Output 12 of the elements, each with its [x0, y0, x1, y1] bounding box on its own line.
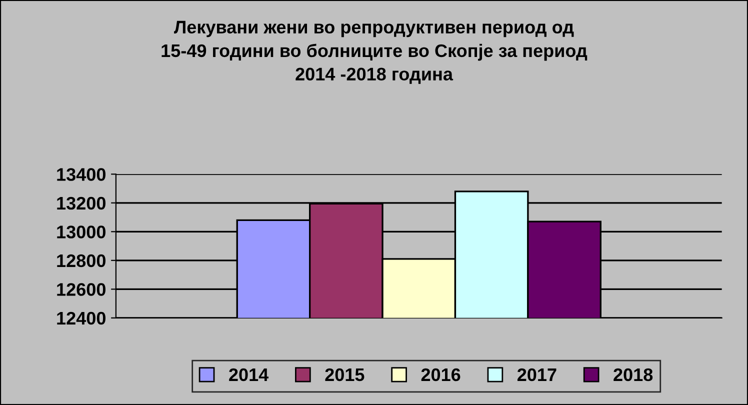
legend-label: 2016 — [421, 368, 460, 382]
y-tick-label: 13200 — [57, 196, 106, 210]
legend-label: 2018 — [614, 368, 653, 382]
legend-label: 2014 — [229, 368, 269, 382]
chart-title: Лекувани жени во репродуктивен период од 15-49 години во болниците во Скопје за период 2014 -2018 година — [162, 20, 588, 84]
y-tick-label: 12800 — [57, 254, 106, 268]
legend-label: 2015 — [325, 368, 364, 382]
y-tick-label: 12400 — [57, 312, 106, 325]
y-tick-label: 12600 — [57, 283, 106, 296]
legend-label: 2017 — [517, 368, 556, 382]
y-tick-label: 13000 — [57, 226, 106, 238]
y-tick-label: 13400 — [57, 168, 106, 181]
